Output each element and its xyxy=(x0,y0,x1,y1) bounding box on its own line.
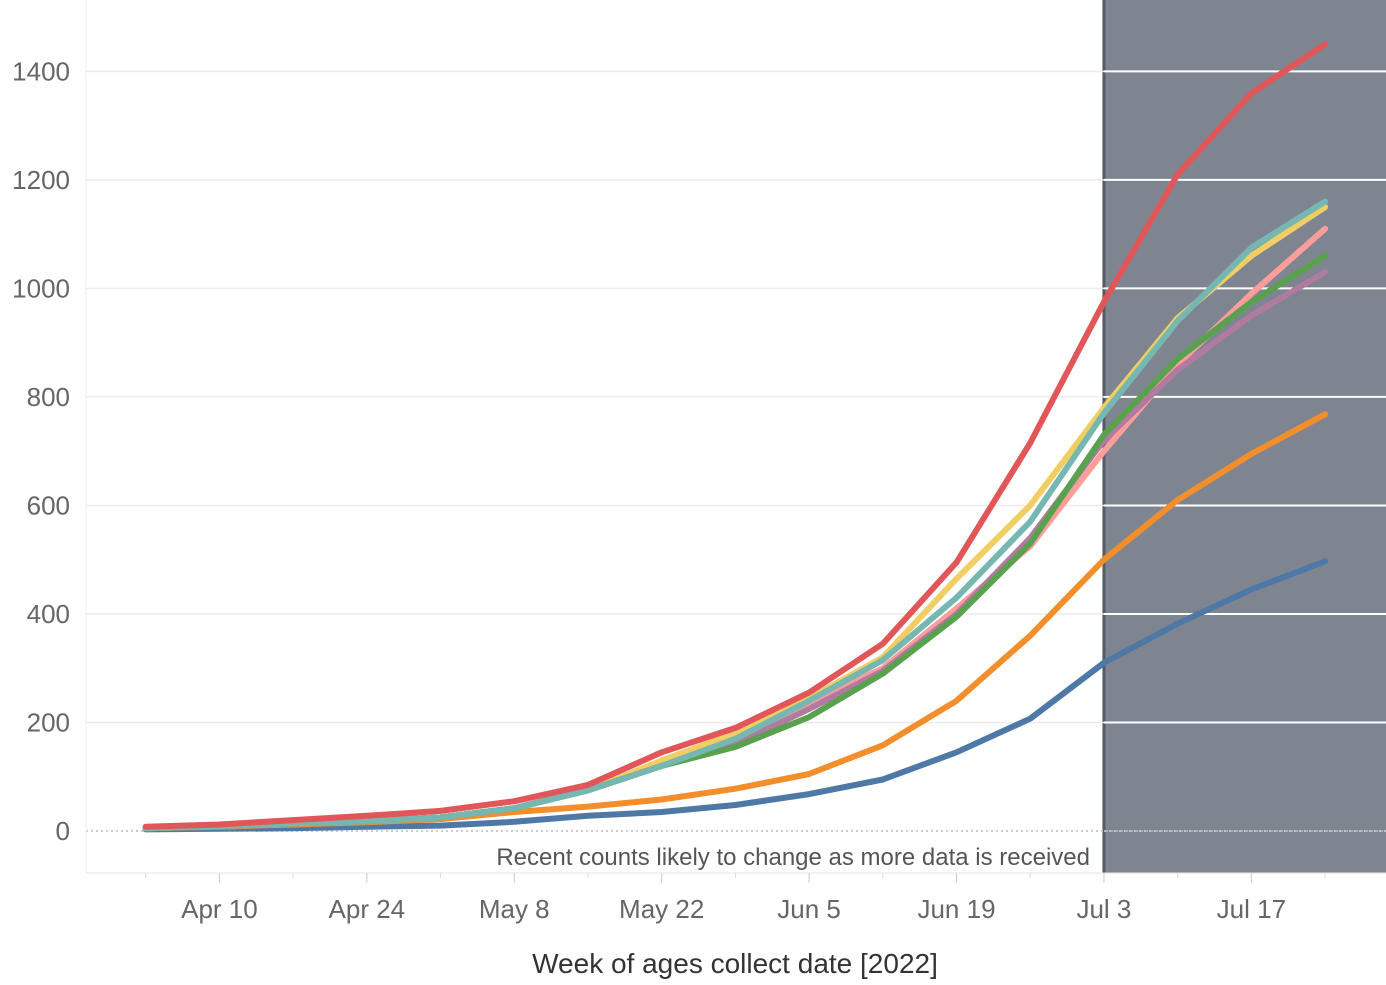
x-tick-label: Jul 3 xyxy=(1076,894,1131,924)
series-line-7 xyxy=(142,198,1329,832)
labels: 0 200 400 600 800 1000 1200 1400 Apr 10 Apr 24 May… xyxy=(12,56,1286,924)
series-line-1 xyxy=(142,558,1329,833)
x-tick-label: Jun 5 xyxy=(777,894,841,924)
axes xyxy=(85,0,1386,883)
x-tick-label: Apr 24 xyxy=(329,894,406,924)
y-tick-label: 800 xyxy=(27,382,70,412)
shaded-region xyxy=(1103,0,1386,873)
y-tick-label: 0 xyxy=(56,816,70,846)
x-tick-label: Jun 19 xyxy=(917,894,995,924)
x-axis-title: Week of ages collect date [2022] xyxy=(532,948,938,979)
x-tick-label: May 8 xyxy=(479,894,550,924)
x-tick-label: Apr 10 xyxy=(181,894,258,924)
y-tick-label: 1400 xyxy=(12,56,70,86)
y-tick-label: 200 xyxy=(27,707,70,737)
y-tick-label: 600 xyxy=(27,490,70,520)
shaded-region-layer xyxy=(1102,0,1386,873)
y-tick-label: 1000 xyxy=(12,273,70,303)
series-lines xyxy=(142,41,1329,833)
x-tick-label: May 22 xyxy=(619,894,704,924)
series-line-8 xyxy=(142,41,1329,830)
shaded-region-note: Recent counts likely to change as more d… xyxy=(496,844,1090,871)
y-tick-label: 400 xyxy=(27,599,70,629)
x-tick-label: Jul 17 xyxy=(1217,894,1286,924)
y-tick-label: 1200 xyxy=(12,165,70,195)
